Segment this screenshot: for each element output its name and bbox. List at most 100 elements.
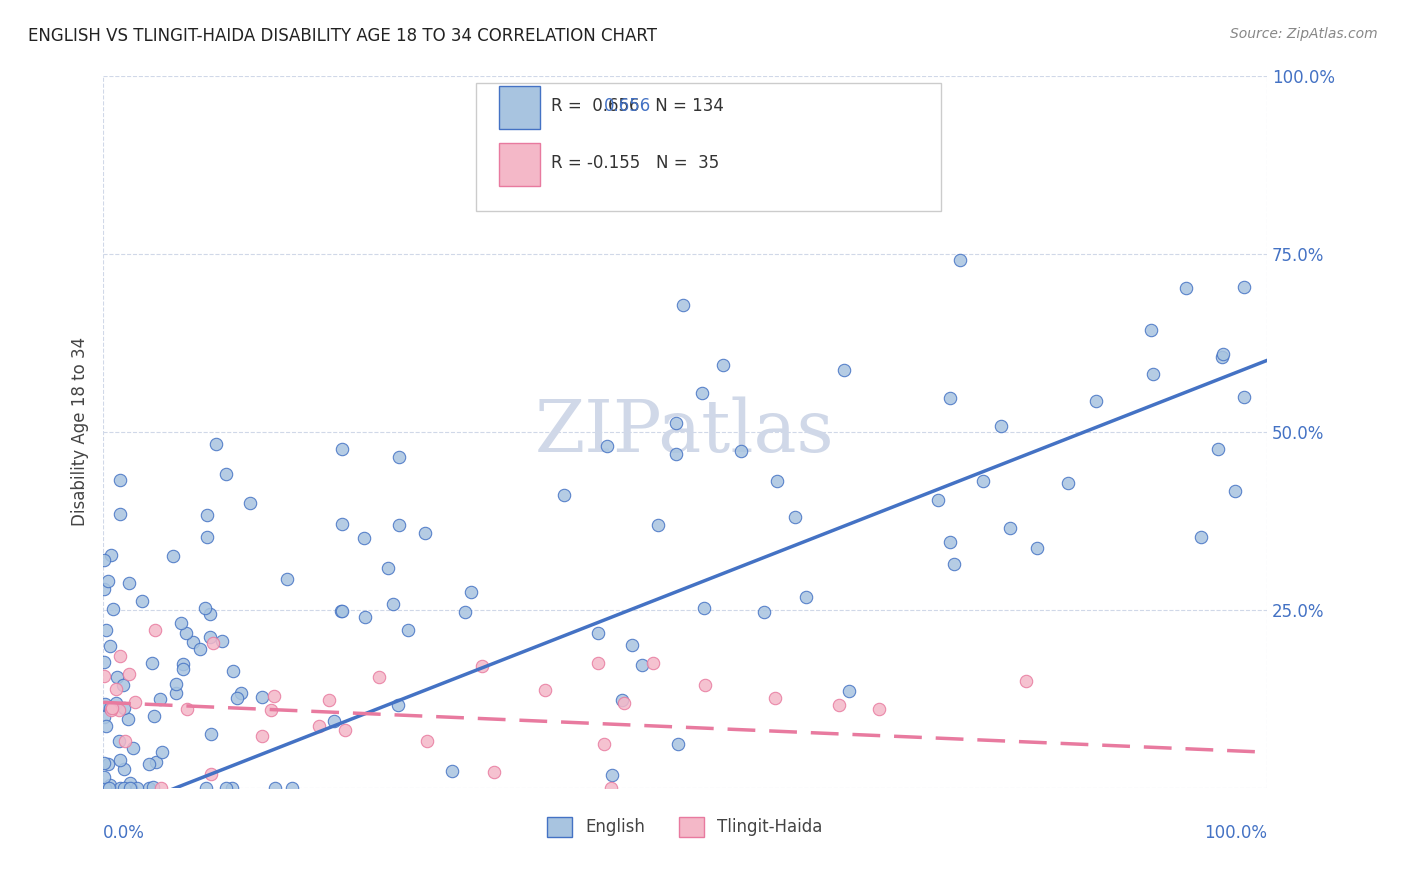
English bbox=[276, 572, 298, 586]
English bbox=[1025, 541, 1047, 555]
English bbox=[229, 686, 252, 700]
Tlingit-Haida bbox=[101, 701, 124, 715]
English bbox=[388, 517, 411, 532]
English bbox=[121, 741, 143, 756]
English bbox=[252, 690, 274, 705]
English bbox=[112, 701, 135, 715]
English bbox=[730, 443, 752, 458]
English bbox=[990, 419, 1012, 434]
English bbox=[610, 692, 633, 706]
English bbox=[440, 764, 463, 779]
English bbox=[165, 686, 187, 700]
English bbox=[1189, 530, 1212, 544]
English bbox=[387, 698, 409, 712]
English bbox=[94, 780, 117, 795]
FancyBboxPatch shape bbox=[499, 87, 540, 129]
English bbox=[110, 473, 132, 487]
English bbox=[1057, 475, 1080, 490]
English bbox=[998, 521, 1021, 535]
English bbox=[200, 630, 222, 644]
English bbox=[460, 584, 482, 599]
English bbox=[415, 525, 437, 540]
English bbox=[832, 363, 855, 377]
English bbox=[939, 535, 962, 549]
English bbox=[121, 780, 143, 795]
English bbox=[200, 727, 222, 741]
English bbox=[620, 638, 643, 652]
Text: 100.0%: 100.0% bbox=[1204, 823, 1267, 842]
Tlingit-Haida bbox=[693, 678, 716, 692]
English bbox=[145, 755, 167, 769]
English bbox=[1233, 390, 1256, 404]
Tlingit-Haida bbox=[763, 691, 786, 706]
Text: ENGLISH VS TLINGIT-HAIDA DISABILITY AGE 18 TO 34 CORRELATION CHART: ENGLISH VS TLINGIT-HAIDA DISABILITY AGE … bbox=[28, 27, 657, 45]
English bbox=[1233, 280, 1256, 294]
English bbox=[96, 719, 118, 733]
English bbox=[162, 549, 184, 563]
English bbox=[796, 591, 818, 605]
Text: R =  0.656   N = 134: R = 0.656 N = 134 bbox=[551, 97, 724, 115]
English bbox=[172, 657, 194, 672]
English bbox=[112, 780, 135, 795]
English bbox=[666, 738, 689, 752]
Tlingit-Haida bbox=[643, 656, 665, 670]
English bbox=[98, 639, 121, 653]
English bbox=[181, 634, 204, 648]
Tlingit-Haida bbox=[108, 703, 131, 717]
English bbox=[138, 780, 160, 795]
English bbox=[118, 776, 141, 790]
Y-axis label: Disability Age 18 to 34: Disability Age 18 to 34 bbox=[72, 337, 89, 526]
English bbox=[205, 437, 228, 451]
English bbox=[125, 780, 148, 795]
English bbox=[117, 712, 139, 726]
Tlingit-Haida bbox=[149, 780, 172, 795]
English bbox=[693, 600, 716, 615]
Tlingit-Haida bbox=[108, 649, 131, 664]
English bbox=[215, 780, 238, 795]
English bbox=[152, 745, 174, 759]
English bbox=[553, 488, 575, 502]
English bbox=[174, 625, 197, 640]
English bbox=[112, 678, 135, 692]
English bbox=[97, 780, 120, 795]
English bbox=[711, 359, 734, 373]
English bbox=[108, 733, 131, 747]
English bbox=[118, 576, 141, 591]
English bbox=[194, 780, 217, 795]
English bbox=[281, 780, 304, 795]
English bbox=[172, 662, 194, 676]
English bbox=[672, 298, 695, 312]
English bbox=[97, 574, 120, 589]
English bbox=[354, 609, 377, 624]
English bbox=[939, 391, 962, 405]
English bbox=[330, 604, 353, 618]
English bbox=[93, 710, 115, 724]
Tlingit-Haida bbox=[828, 698, 851, 712]
English bbox=[1084, 393, 1107, 408]
English bbox=[596, 439, 619, 453]
Tlingit-Haida bbox=[260, 703, 283, 717]
English bbox=[322, 714, 344, 728]
Tlingit-Haida bbox=[93, 668, 115, 682]
English bbox=[98, 778, 121, 792]
English bbox=[112, 762, 135, 776]
English bbox=[195, 508, 218, 523]
English bbox=[165, 677, 187, 691]
Tlingit-Haida bbox=[114, 734, 136, 748]
English bbox=[198, 607, 221, 621]
English bbox=[972, 475, 994, 489]
English bbox=[195, 530, 218, 544]
English bbox=[138, 757, 160, 772]
Tlingit-Haida bbox=[104, 682, 127, 697]
English bbox=[1212, 347, 1234, 361]
Text: Source: ZipAtlas.com: Source: ZipAtlas.com bbox=[1230, 27, 1378, 41]
Tlingit-Haida bbox=[124, 695, 146, 709]
Tlingit-Haida bbox=[335, 723, 357, 738]
English bbox=[141, 656, 163, 670]
English bbox=[600, 768, 623, 782]
Tlingit-Haida bbox=[1015, 673, 1038, 688]
English bbox=[388, 450, 411, 465]
FancyBboxPatch shape bbox=[499, 144, 540, 186]
FancyBboxPatch shape bbox=[475, 83, 941, 211]
English bbox=[93, 756, 115, 770]
